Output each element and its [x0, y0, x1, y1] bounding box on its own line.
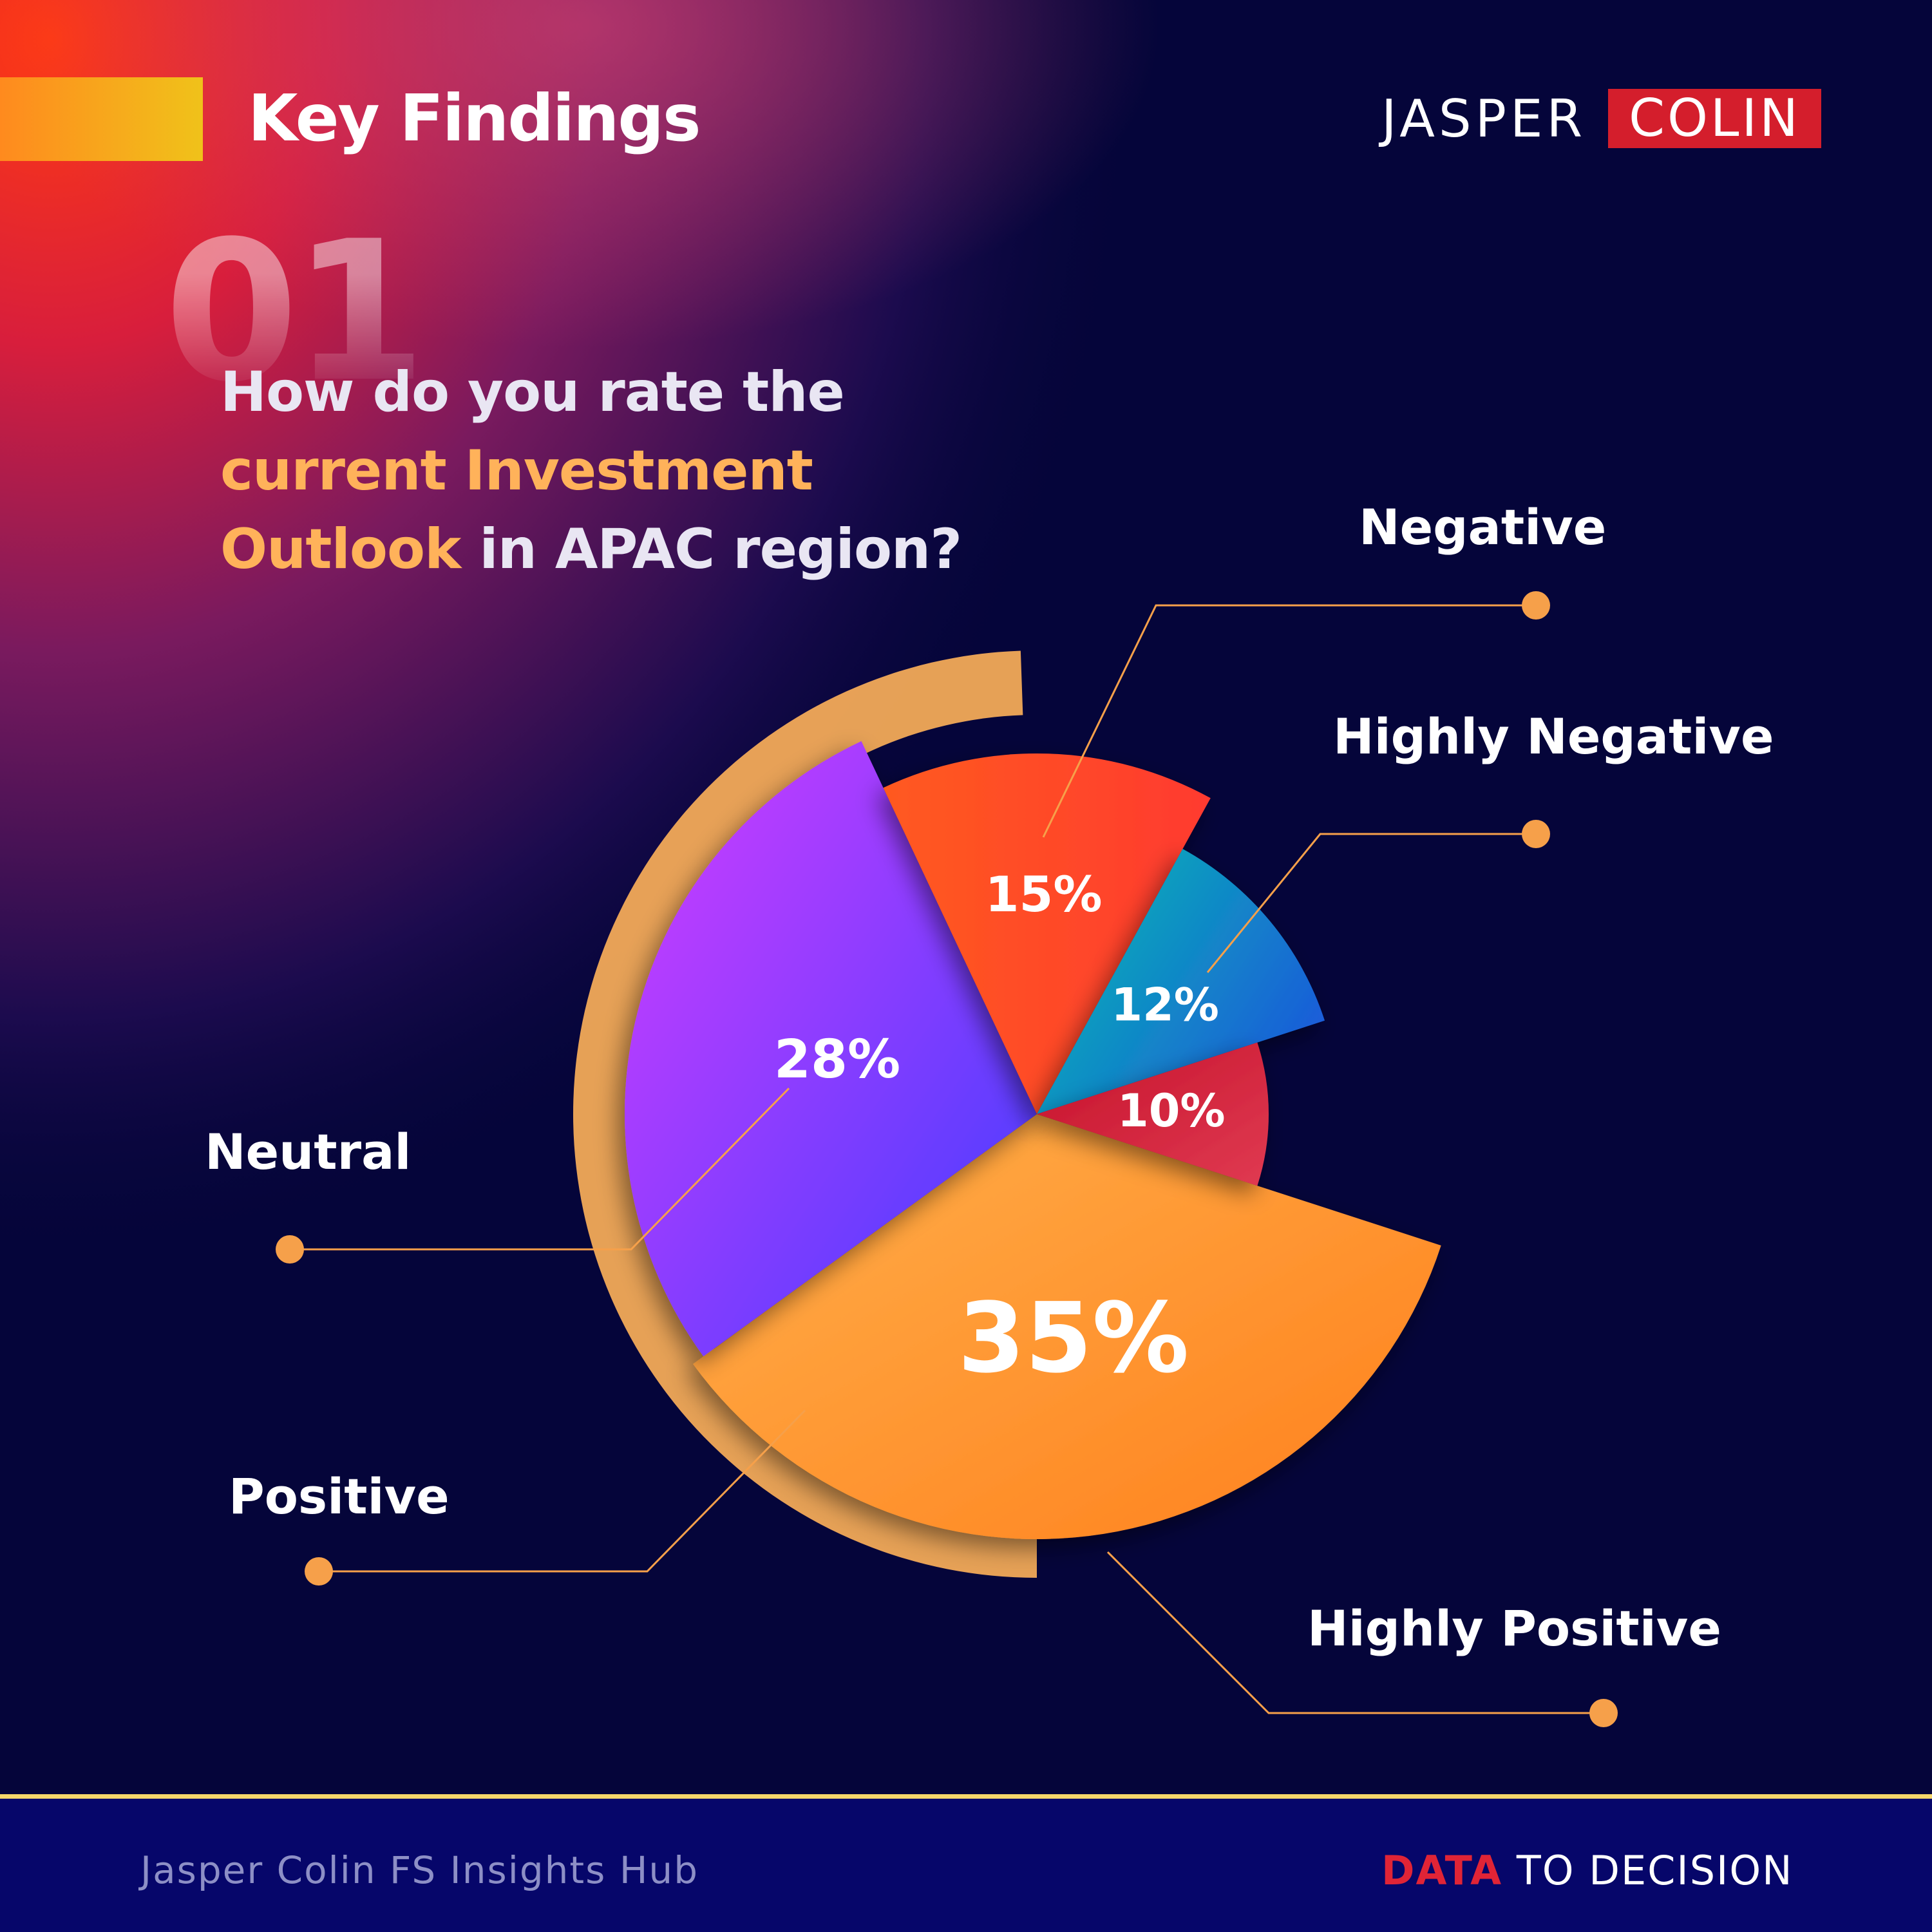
leader-line-positive [319, 1409, 806, 1573]
leader-dot-positive [305, 1557, 333, 1586]
footer-tagline-rest: TO DECISION [1502, 1847, 1794, 1894]
question-text-part1: How do you rate the [220, 360, 845, 424]
question-number: 01 [164, 200, 426, 424]
leader-line-neutral [290, 1087, 790, 1251]
pie-slice-highly-negative [1037, 1042, 1269, 1186]
leader-dot-highly-negative [1522, 820, 1550, 848]
legend-label-highly-negative: Highly Negative [1333, 708, 1774, 765]
pie-value-label-neutral: 15% [985, 866, 1103, 923]
legend-label-positive: Positive [229, 1468, 450, 1525]
brand-logo: JASPER COLIN [1381, 88, 1821, 149]
brand-logo-word1: JASPER [1381, 88, 1587, 149]
question-text-part2: in APAC region? [460, 517, 962, 582]
pie-slice-neutral [883, 753, 1211, 1114]
footer-source: Jasper Colin FS Insights Hub [140, 1848, 699, 1892]
footer-bar [0, 1799, 1932, 1932]
question-text-highlight: current Investment Outlook [220, 439, 813, 582]
pie-value-label-highly-negative: 10% [1117, 1084, 1226, 1137]
leader-dot-neutral [276, 1235, 304, 1264]
leader-dot-highly-positive [1589, 1699, 1618, 1727]
leader-line-highly-positive [1106, 1551, 1604, 1714]
legend-label-negative: Negative [1359, 498, 1606, 556]
footer-tagline-highlight: DATA [1381, 1847, 1503, 1894]
legend-label-highly-positive: Highly Positive [1307, 1600, 1721, 1657]
brand-logo-word2: COLIN [1608, 89, 1821, 148]
leader-line-negative [1042, 604, 1536, 838]
pie-slice-positive [624, 741, 1037, 1357]
pie-value-label-negative: 12% [1111, 978, 1219, 1031]
footer-divider [0, 1794, 1932, 1799]
pie-value-label-highly-positive: 35% [958, 1283, 1189, 1395]
footer-tagline: DATA TO DECISION [1381, 1847, 1794, 1894]
accent-bar [0, 77, 203, 161]
pie-value-label-positive: 28% [774, 1029, 900, 1090]
question-text: How do you rate the current Investment O… [220, 353, 1057, 589]
pie-slice-highly-positive [693, 1114, 1441, 1539]
pie-decorative-rim [573, 650, 1037, 1578]
leader-line-highly-negative [1206, 833, 1536, 973]
legend-label-neutral: Neutral [205, 1123, 411, 1180]
pie-slice-negative [1037, 849, 1325, 1114]
leader-dot-negative [1522, 591, 1550, 620]
page-title: Key Findings [248, 80, 701, 156]
